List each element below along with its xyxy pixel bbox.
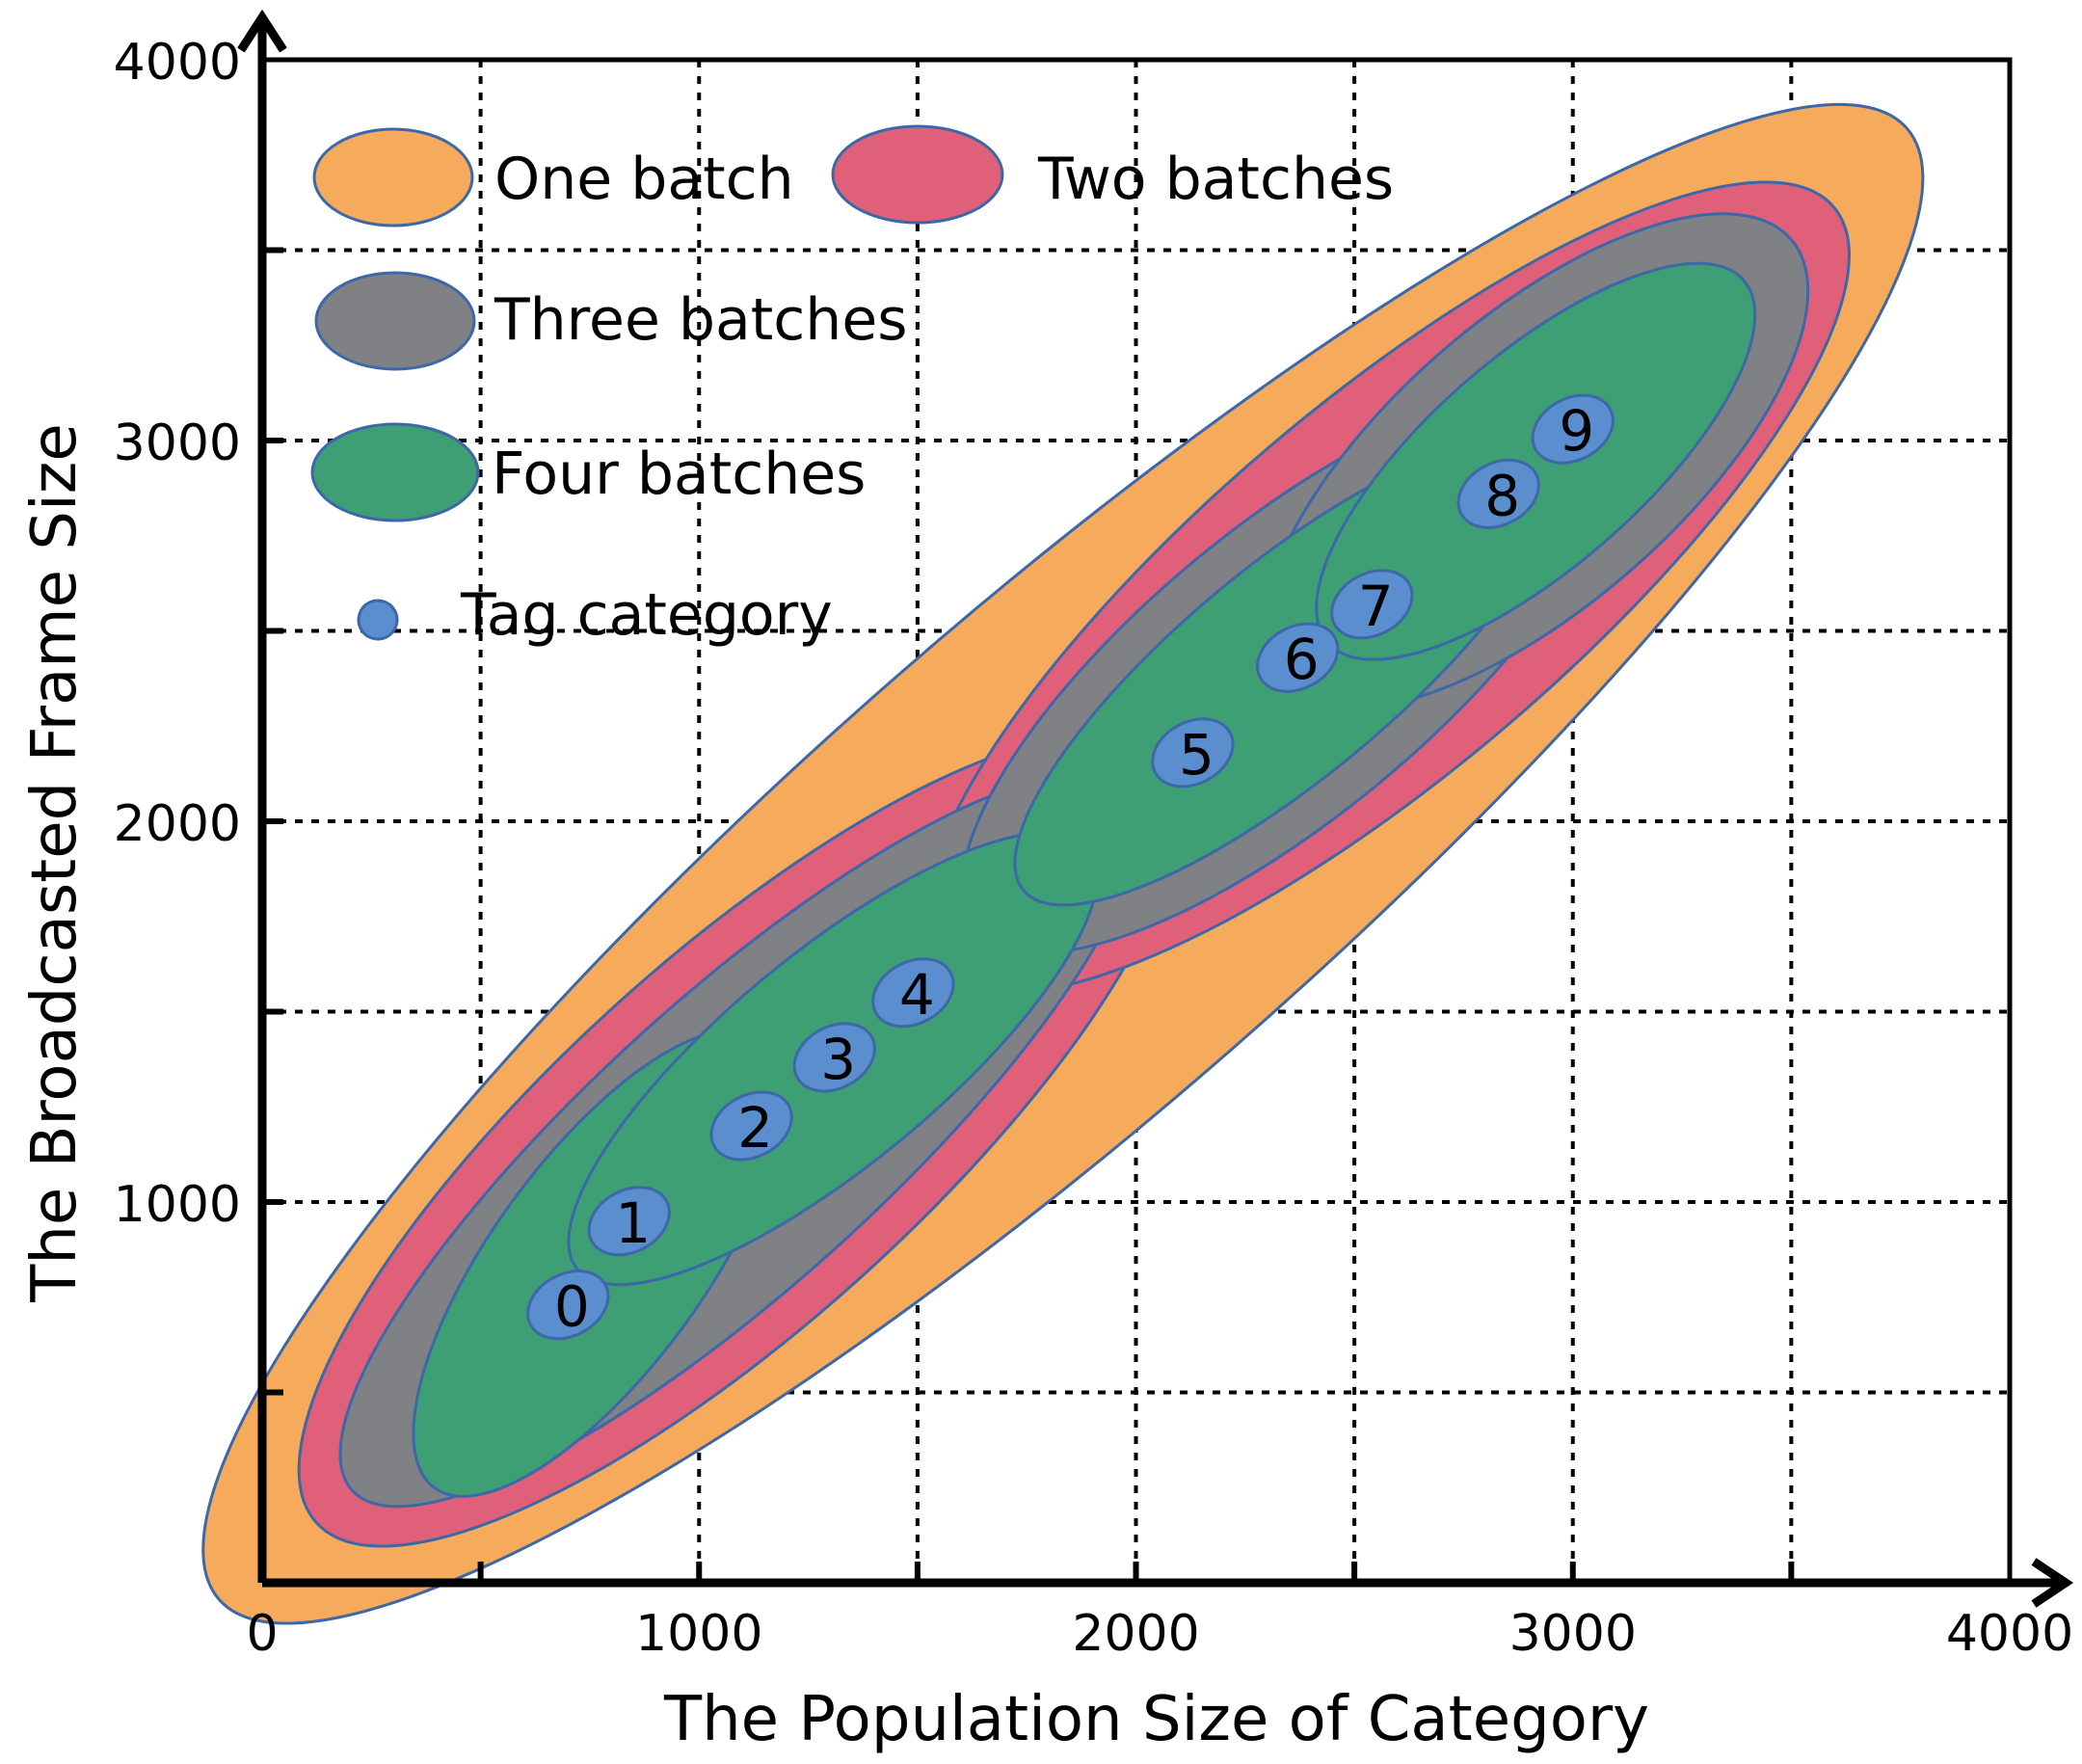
tag-category-marker — [1151, 717, 1235, 788]
tag-category-marker — [1256, 622, 1340, 693]
x-axis-title: The Population Size of Category — [663, 1684, 1649, 1755]
tag-category-label: 8 — [1484, 463, 1520, 528]
tag-category-label: 3 — [820, 1027, 856, 1092]
legend-label-four-batches: Four batches — [492, 441, 866, 508]
tag-category-marker — [1330, 569, 1414, 640]
legend-label-one-batch: One batch — [494, 146, 794, 213]
tag-category-label: 9 — [1559, 398, 1594, 464]
y-tick-label: 4000 — [114, 34, 241, 92]
batch-groups — [201, 102, 1925, 1625]
tag-category-label: 6 — [1284, 627, 1320, 692]
legend-label-tag: Tag category — [460, 581, 833, 649]
legend-swatch-tag — [357, 599, 399, 641]
x-tick-label: 3000 — [1509, 1605, 1637, 1663]
tag-categories: 01 234 5 67 89 — [526, 393, 1615, 1341]
x-tick-label: 0 — [246, 1605, 278, 1663]
tag-category-label: 4 — [899, 962, 935, 1028]
x-tick-label: 1000 — [635, 1605, 762, 1663]
legend-swatch-four-batches — [310, 422, 480, 522]
tag-category-label: 1 — [615, 1190, 651, 1256]
legend-label-three-batches: Three batches — [494, 286, 908, 354]
tag-category-marker — [871, 957, 955, 1029]
y-axis-arrowhead — [237, 9, 287, 53]
tag-category-label: 0 — [554, 1274, 590, 1340]
y-tick-label: 2000 — [114, 795, 241, 853]
legend-swatch-two-batches — [831, 124, 1004, 225]
tag-category-marker — [526, 1270, 610, 1341]
tag-category-marker — [1456, 458, 1540, 529]
legend-swatch-three-batches — [314, 271, 476, 371]
x-tick-label: 2000 — [1072, 1605, 1199, 1663]
tag-category-label: 7 — [1358, 574, 1394, 639]
plot-frame — [262, 57, 2013, 1583]
legend-label-two-batches: Two batches — [1037, 146, 1394, 213]
tag-category-label: 5 — [1179, 722, 1214, 788]
x-axis-arrowhead — [2031, 1558, 2074, 1608]
tag-category-marker — [709, 1090, 793, 1162]
x-tick-label: 4000 — [1946, 1605, 2073, 1663]
legend: One batch Two batches Three batches Four ba… — [310, 124, 1394, 649]
y-tick-label: 1000 — [114, 1176, 241, 1234]
tag-category-marker — [792, 1022, 876, 1093]
y-tick-label: 3000 — [114, 414, 241, 472]
axes: 0 1000 2000 3000 4000 1000 2000 3000 4000 — [114, 9, 2074, 1663]
y-axis-title: The Broadcasted Frame Size — [19, 423, 91, 1303]
tag-category-marker — [1531, 393, 1615, 465]
tag-category-label: 2 — [737, 1095, 773, 1161]
legend-swatch-one-batch — [312, 127, 474, 227]
tag-category-marker — [587, 1186, 671, 1257]
